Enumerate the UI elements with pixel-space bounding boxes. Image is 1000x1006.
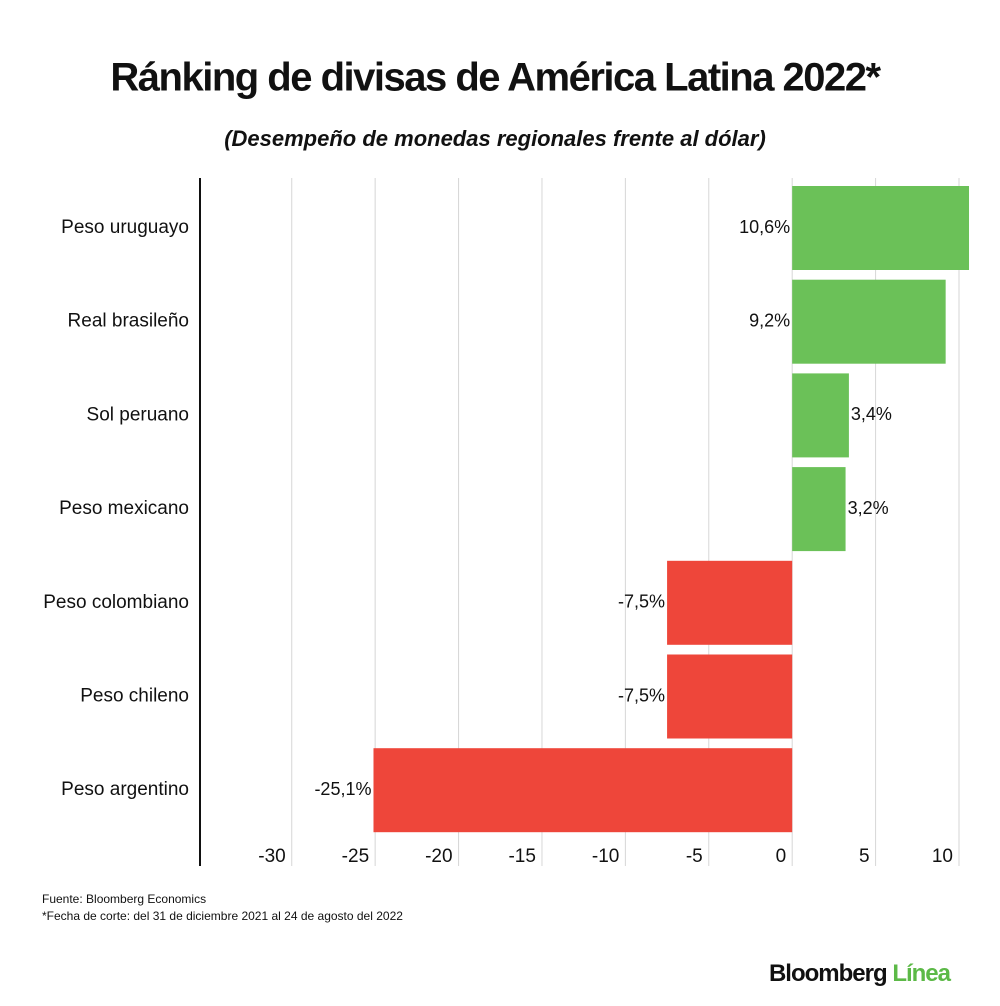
bar — [667, 654, 793, 739]
value-label: 3,2% — [848, 498, 889, 518]
category-label: Peso mexicano — [59, 498, 189, 519]
category-label: Peso uruguayo — [61, 217, 189, 238]
source: Fuente: Bloomberg Economics — [42, 892, 206, 906]
bars: Peso uruguayo 10,6% Real brasileño 9,2% Sol … — [43, 186, 970, 833]
bar — [792, 279, 946, 364]
value-label: 10,6% — [739, 217, 790, 237]
x-tick-label: -25 — [342, 846, 369, 867]
chart-title: Ránking de divisas de América Latina 202… — [110, 56, 881, 100]
bar — [667, 560, 793, 645]
value-label: 3,4% — [851, 404, 892, 424]
note: *Fecha de corte: del 31 de diciembre 202… — [42, 909, 403, 923]
x-tick-label: 10 — [932, 846, 953, 867]
category-label: Peso argentino — [61, 779, 189, 800]
bar — [373, 748, 793, 833]
x-tick-label: 5 — [859, 846, 870, 867]
brand-accent: Línea — [892, 960, 951, 987]
value-label: 9,2% — [749, 310, 790, 330]
category-label: Real brasileño — [68, 311, 189, 332]
x-tick-label: -20 — [425, 846, 452, 867]
bar — [792, 373, 849, 458]
bar — [792, 467, 846, 552]
value-label: -7,5% — [618, 685, 665, 705]
bar — [792, 186, 970, 270]
value-label: -7,5% — [618, 592, 665, 612]
value-label: -25,1% — [314, 779, 371, 799]
x-tick-label: -15 — [508, 846, 535, 867]
brand-logo: Bloomberg Línea — [769, 960, 952, 987]
category-label: Peso chileno — [80, 686, 189, 707]
category-label: Sol peruano — [87, 404, 189, 425]
chart-subtitle: (Desempeño de monedas regionales frente … — [224, 126, 766, 151]
x-tick-label: -5 — [686, 846, 703, 867]
x-tick-label: -30 — [258, 846, 285, 867]
brand: Bloomberg — [769, 960, 887, 987]
category-label: Peso colombiano — [43, 592, 189, 613]
x-tick-label: 0 — [776, 846, 787, 867]
x-tick-label: -10 — [592, 846, 619, 867]
